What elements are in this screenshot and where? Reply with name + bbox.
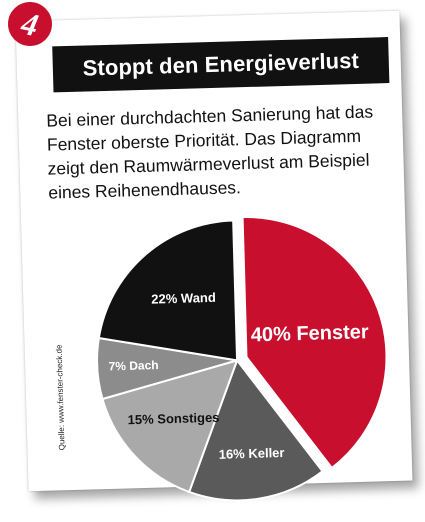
slice-label-3: 7% Dach: [108, 358, 158, 373]
pie-slice-2: [101, 358, 239, 494]
badge-number: 4: [18, 4, 42, 44]
slice-label-1: 16% Keller: [219, 445, 285, 462]
pie-slice-1: [187, 358, 324, 502]
pie-slice-0: [241, 216, 388, 470]
infographic-card: Stoppt den Energieverlust Bei einer durc…: [15, 10, 413, 502]
slice-label-2: 15% Sonstiges: [127, 410, 219, 428]
slice-label-4: 22% Wand: [151, 290, 216, 307]
slice-label-0: 40% Fenster: [251, 321, 370, 346]
pie-slice-4: [97, 219, 239, 362]
